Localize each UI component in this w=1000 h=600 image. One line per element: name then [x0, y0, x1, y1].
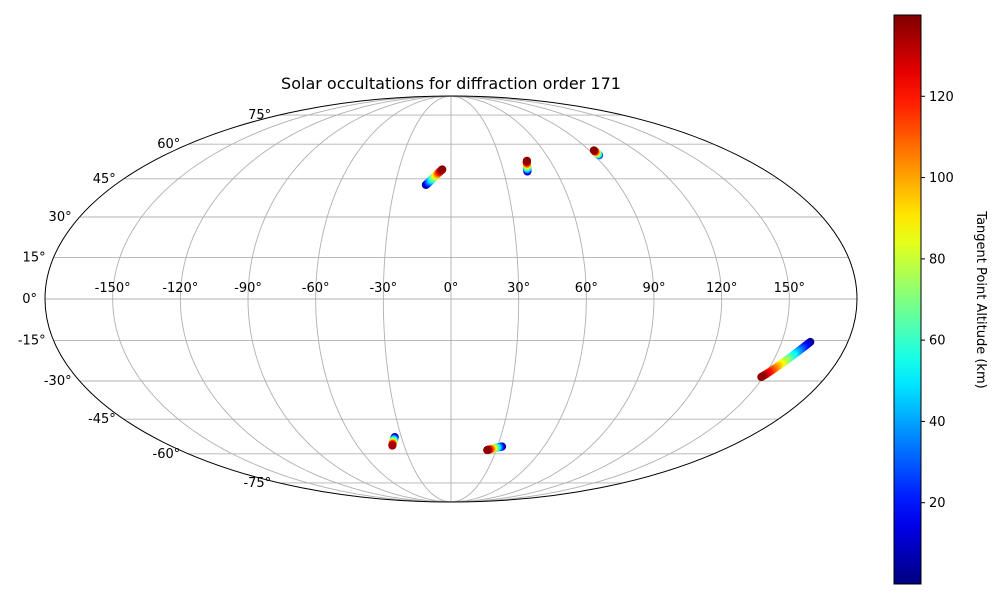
latitude-tick-labels: -75° -60° -45° -30° -15° 0° 15° 30° 45° 60° 75°	[18, 108, 271, 491]
latitude-tick-label: 15°	[23, 250, 46, 265]
colorbar-label: Tangent Point Altitude (km)	[973, 210, 988, 388]
latitude-tick-label: -60°	[153, 447, 181, 462]
map-outline	[44, 95, 858, 503]
latitude-tick-label: 30°	[49, 210, 72, 225]
longitude-tick-label: 0°	[444, 281, 459, 296]
latitude-tick-label: 45°	[93, 172, 116, 187]
latitude-tick-label: -15°	[18, 334, 46, 349]
colorbar-tick-label: 20	[929, 496, 946, 511]
latitude-tick-label: 0°	[22, 292, 37, 307]
longitude-tick-label: -60°	[302, 281, 330, 296]
latitude-tick-label: 75°	[248, 108, 271, 123]
longitude-tick-label: 90°	[642, 281, 665, 296]
longitude-tick-label: 120°	[706, 281, 737, 296]
data-point	[589, 146, 598, 155]
chart-title: Solar occultations for diffraction order…	[281, 74, 621, 93]
colorbar-tick-label: 40	[929, 415, 946, 430]
longitude-tick-label: -150°	[95, 281, 131, 296]
data-point	[483, 446, 492, 455]
latitude-tick-label: -30°	[44, 374, 72, 389]
longitude-tick-label: -120°	[162, 281, 198, 296]
latitude-tick-label: -45°	[88, 412, 116, 427]
data-point	[522, 156, 531, 165]
colorbar-tick-label: 120	[929, 90, 954, 105]
data-point	[438, 165, 447, 174]
data-points	[388, 146, 815, 455]
longitude-tick-label: 30°	[507, 281, 530, 296]
longitude-tick-label: -90°	[234, 281, 262, 296]
longitude-tick-label: 60°	[575, 281, 598, 296]
plot-area: -150° -120° -90° -60° -30° 0° 30° 60° 90° 120° 150…	[18, 95, 858, 503]
colorbar: 20 40 60 80 100 120 Tangent Point Altitude (k…	[893, 14, 988, 585]
latitude-tick-label: -75°	[243, 476, 271, 491]
latitude-tick-label: 60°	[157, 137, 180, 152]
longitude-tick-labels: -150° -120° -90° -60° -30° 0° 30° 60° 90° 120° 150…	[95, 281, 805, 296]
data-point	[388, 441, 397, 450]
data-point	[757, 373, 766, 382]
longitude-tick-label: 150°	[774, 281, 805, 296]
grid-lines	[45, 95, 857, 503]
longitude-tick-label: -30°	[369, 281, 397, 296]
colorbar-tick-label: 80	[929, 252, 946, 267]
colorbar-gradient	[893, 14, 922, 585]
colorbar-tick-label: 100	[929, 171, 954, 186]
colorbar-tick-label: 60	[929, 334, 946, 349]
colorbar-ticks: 20 40 60 80 100 120	[921, 90, 954, 511]
